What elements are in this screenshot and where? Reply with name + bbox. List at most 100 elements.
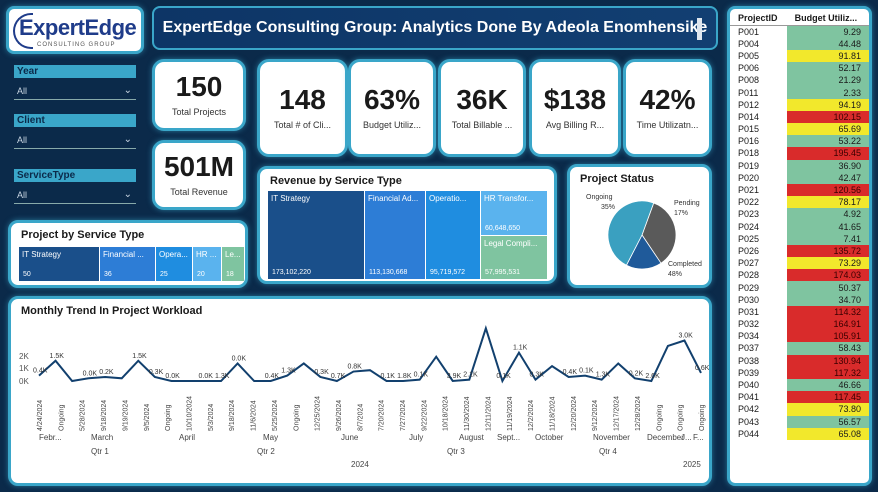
x-tick: 7/20/2024 xyxy=(379,400,386,431)
quarter-label: Qtr 3 xyxy=(447,447,465,456)
table-row[interactable]: P039 117.32 xyxy=(730,366,869,379)
x-tick: 12/25/2024 xyxy=(315,396,322,431)
pie-slice-completed[interactable] xyxy=(607,200,655,266)
column-header-projectid[interactable]: ProjectID xyxy=(730,9,787,26)
slicer-client: Client All ⌄ xyxy=(14,114,136,149)
table-row[interactable]: P004 44.48 xyxy=(730,37,869,50)
quarter-label: Qtr 2 xyxy=(257,447,275,456)
slicer-servicetype-dropdown[interactable]: All ⌄ xyxy=(14,188,136,204)
treemap-tile[interactable]: Legal Compli... 57,995,531 xyxy=(481,236,547,279)
table-row[interactable]: P026 135.72 xyxy=(730,244,869,258)
cell-budget-utilization: 2.33 xyxy=(786,86,869,99)
table-row[interactable]: P027 73.29 xyxy=(730,257,869,270)
x-tick: 9/19/2024 xyxy=(122,400,129,431)
table-row[interactable]: P043 56.57 xyxy=(730,415,869,428)
cell-projectid: P034 xyxy=(738,331,760,342)
cell-projectid: P008 xyxy=(738,75,760,86)
table-row[interactable]: P024 41.65 xyxy=(730,220,869,233)
data-label: 0.4K xyxy=(563,369,578,376)
table-row[interactable]: P029 50.37 xyxy=(730,281,869,294)
data-label: 2.1K xyxy=(463,372,478,379)
x-tick: Ongoing xyxy=(656,404,663,431)
table-row[interactable]: P018 195.45 xyxy=(730,147,869,160)
x-tick: 5/25/2024 xyxy=(272,400,279,431)
cell-projectid: P039 xyxy=(738,367,760,378)
cell-projectid: P040 xyxy=(738,380,760,391)
treemap-tile[interactable]: HR ... 20 xyxy=(193,247,221,281)
cell-projectid: P015 xyxy=(738,124,760,135)
cell-budget-utilization: 117.45 xyxy=(786,391,869,404)
table-row[interactable]: P015 65.69 xyxy=(730,123,869,136)
slicer-year-dropdown[interactable]: All ⌄ xyxy=(14,84,136,100)
project-status-title: Project Status xyxy=(580,173,654,185)
logo-subtitle: CONSULTING GROUP xyxy=(37,42,116,48)
x-tick: 8/7/2024 xyxy=(357,404,364,431)
table-row[interactable]: P037 58.43 xyxy=(730,342,869,355)
table-row[interactable]: P030 34.70 xyxy=(730,293,869,306)
treemap-tile[interactable]: Opera... 25 xyxy=(156,247,192,281)
x-tick: 11/6/2024 xyxy=(251,400,258,431)
table-row[interactable]: P034 105.91 xyxy=(730,330,869,343)
x-tick: 12/17/2024 xyxy=(614,396,621,431)
table-row[interactable]: P008 21.29 xyxy=(730,74,869,87)
cell-projectid: P019 xyxy=(738,160,760,171)
slicer-client-dropdown[interactable]: All ⌄ xyxy=(14,133,136,149)
logo-brand: ExpertEdge xyxy=(19,15,137,40)
pie-label-completed: Completed xyxy=(668,261,702,268)
table-row[interactable]: P020 42.47 xyxy=(730,171,869,184)
x-tick: 9/18/2024 xyxy=(101,400,108,431)
cell-budget-utilization: 4.92 xyxy=(786,208,869,221)
table-row[interactable]: P028 174.03 xyxy=(730,269,869,282)
x-tick: Ongoing xyxy=(58,404,65,431)
table-row[interactable]: P005 91.81 xyxy=(730,49,869,63)
table-row[interactable]: P019 36.90 xyxy=(730,159,869,172)
treemap-tile[interactable]: Le... 18 xyxy=(222,247,244,281)
treemap-tile[interactable]: Financial ... 36 xyxy=(100,247,155,281)
treemap-tile[interactable]: Financial Ad... 113,130,668 xyxy=(365,191,425,279)
table-row[interactable]: P022 78.17 xyxy=(730,196,869,209)
table-row[interactable]: P023 4.92 xyxy=(730,208,869,221)
pie-slice-ongoing[interactable] xyxy=(641,202,677,264)
x-tick: Ongoing xyxy=(165,404,172,431)
treemap-tile[interactable]: IT Strategy 173,102,220 xyxy=(268,191,364,279)
table-row[interactable]: P041 117.45 xyxy=(730,391,869,404)
x-tick: 11/30/2024 xyxy=(464,396,471,431)
data-label: 0.2K xyxy=(629,370,644,377)
x-tick: 9/26/2024 xyxy=(336,400,343,431)
x-tick: 12/2/2024 xyxy=(528,400,535,431)
table-row[interactable]: P021 120.56 xyxy=(730,183,869,197)
table-row[interactable]: P031 114.32 xyxy=(730,305,869,318)
table-row[interactable]: P014 102.15 xyxy=(730,110,869,123)
treemap-tile[interactable]: HR Transfor... 60,648,650 xyxy=(481,191,547,235)
cell-budget-utilization: 174.03 xyxy=(786,269,869,282)
table-row[interactable]: P016 53.22 xyxy=(730,135,869,148)
table-row[interactable]: P038 130.94 xyxy=(730,354,869,367)
cell-projectid: P027 xyxy=(738,258,760,269)
table-row[interactable]: P001 9.29 xyxy=(730,25,869,38)
line-chart: 2K 1K 0K 0.4K1.5K0.0K 0.2K1.5K0.3K0.0K 0.0… xyxy=(19,325,709,469)
treemap-tile[interactable]: IT Strategy 50 xyxy=(19,247,99,281)
table-row[interactable]: P006 52.17 xyxy=(730,62,869,75)
data-label: 0.3K xyxy=(314,369,329,376)
x-tick: 11/19/2024 xyxy=(507,396,514,431)
table-row[interactable]: P040 46.66 xyxy=(730,378,869,392)
x-tick: 4/24/2024 xyxy=(37,400,44,431)
table-row[interactable]: P044 65.08 xyxy=(730,427,869,440)
data-label: 0.3K xyxy=(530,372,545,379)
cell-budget-utilization: 65.08 xyxy=(786,427,869,440)
cell-budget-utilization: 52.17 xyxy=(786,62,869,75)
data-label: 0.7K xyxy=(331,373,346,380)
treemap-tile[interactable]: Operatio... 95,719,572 xyxy=(426,191,480,279)
table-row[interactable]: P032 164.91 xyxy=(730,318,869,331)
table-row[interactable]: P011 2.33 xyxy=(730,86,869,99)
revenue-by-service-title: Revenue by Service Type xyxy=(270,175,402,187)
table-row[interactable]: P042 73.80 xyxy=(730,403,869,416)
column-header-budget[interactable]: Budget Utiliz... xyxy=(786,9,869,26)
y-tick: 1K xyxy=(19,364,29,373)
data-label: 0.1K xyxy=(579,368,594,375)
x-tick: 5/3/2024 xyxy=(208,404,215,431)
table-row[interactable]: P012 94.19 xyxy=(730,98,869,111)
slicer-client-title: Client xyxy=(14,114,136,127)
series-line[interactable] xyxy=(38,325,702,384)
table-row[interactable]: P025 7.41 xyxy=(730,232,869,245)
